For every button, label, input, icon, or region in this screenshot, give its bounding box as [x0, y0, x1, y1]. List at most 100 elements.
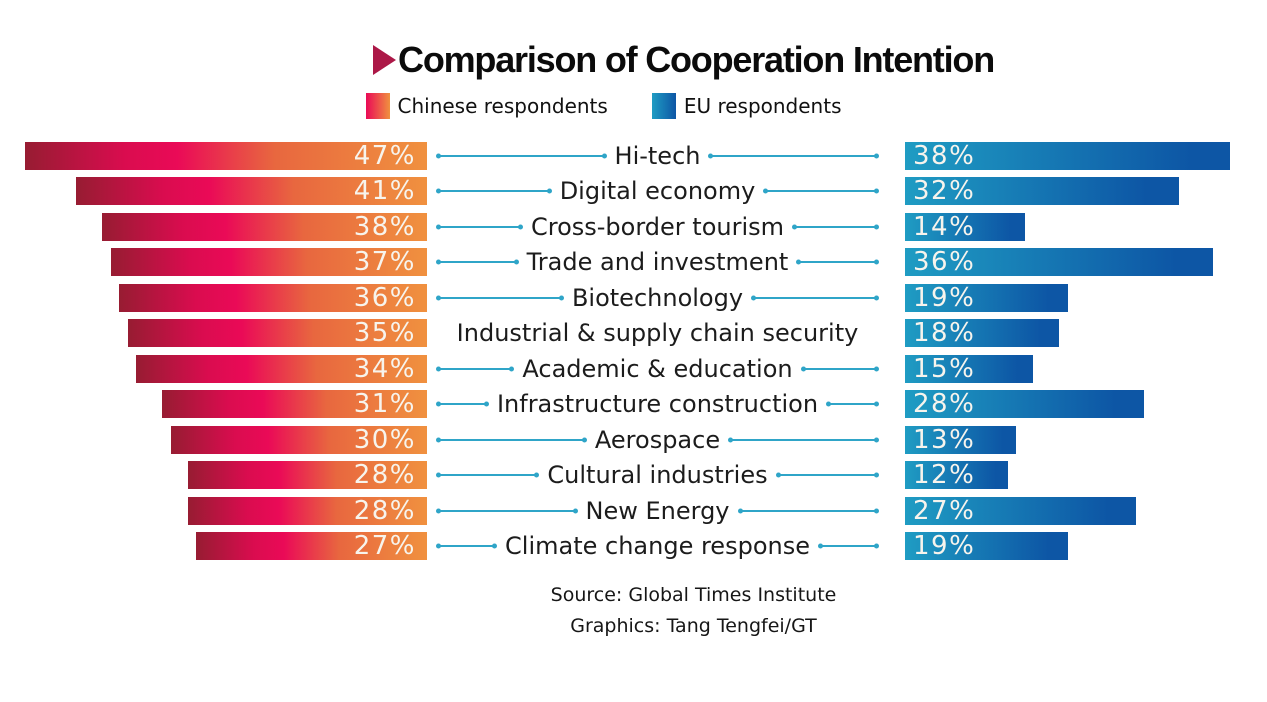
eu-bar-cell: 19%: [905, 280, 1267, 316]
category-label: Cultural industries: [547, 461, 768, 490]
bar-value-label: 41%: [353, 176, 416, 207]
chart-row: 27% Climate change response 19%: [0, 529, 1267, 565]
legend-label-eu: EU respondents: [683, 94, 842, 118]
chart-row: 35% Industrial & supply chain security 18%: [0, 316, 1267, 352]
chinese-bar-cell: 27%: [0, 529, 430, 565]
eu-bar-cell: 15%: [905, 351, 1267, 387]
leader-line-left: [437, 403, 488, 406]
bar-value-label: 36%: [913, 247, 976, 278]
source-credit: Source: Global Times Institute: [550, 584, 837, 606]
category-label: Infrastructure construction: [496, 390, 819, 419]
bar-value-label: 38%: [353, 211, 416, 242]
leader-line-left: [437, 367, 514, 370]
bar-eu-respondents: 38%: [905, 141, 1230, 170]
chinese-bar-cell: 28%: [0, 458, 430, 494]
infographic-canvas: Comparison of Cooperation Intention Chin…: [0, 39, 1267, 702]
eu-bar-cell: 36%: [905, 245, 1267, 281]
bar-eu-respondents: 27%: [905, 495, 1136, 526]
bar-eu-respondents: 19%: [905, 282, 1068, 313]
category-cell: Cross-border tourism: [430, 209, 905, 245]
bar-value-label: 12%: [913, 460, 976, 491]
title-row: Comparison of Cooperation Intention: [50, 39, 1267, 80]
leader-line-left: [437, 474, 539, 477]
legend-swatch-eu-icon: [651, 93, 676, 119]
bar-value-label: 36%: [353, 282, 416, 313]
bar-eu-respondents: 28%: [905, 390, 1145, 419]
category-cell: Aerospace: [430, 422, 905, 458]
chart-row: 31% Infrastructure construction 28%: [0, 387, 1267, 423]
chinese-bar-cell: 41%: [0, 174, 430, 210]
chinese-bar-cell: 47%: [0, 138, 430, 174]
bar-value-label: 28%: [353, 460, 416, 491]
bar-value-label: 27%: [353, 531, 416, 562]
bar-chinese-respondents: 31%: [161, 389, 427, 420]
bar-chinese-respondents: 47%: [25, 140, 427, 171]
bar-value-label: 31%: [353, 389, 416, 420]
category-cell: Academic & education: [430, 351, 905, 387]
chinese-bar-cell: 34%: [0, 351, 430, 387]
category-label: Biotechnology: [571, 283, 744, 312]
chart-title: Comparison of Cooperation Intention: [398, 39, 995, 80]
category-cell: Industrial & supply chain security: [430, 316, 905, 352]
leader-line-left: [437, 438, 586, 441]
chinese-bar-cell: 31%: [0, 387, 430, 423]
bar-value-label: 47%: [353, 140, 416, 171]
bar-value-label: 37%: [353, 247, 416, 278]
eu-bar-cell: 28%: [905, 387, 1267, 423]
footer-credits: Source: Global Times Institute Graphics:…: [60, 580, 1267, 642]
bar-chinese-respondents: 37%: [110, 247, 427, 278]
bar-eu-respondents: 15%: [905, 354, 1034, 383]
bar-chinese-respondents: 27%: [196, 531, 427, 562]
bar-chinese-respondents: 38%: [102, 211, 427, 242]
chinese-bar-cell: 35%: [0, 316, 430, 352]
eu-bar-cell: 32%: [905, 174, 1267, 210]
graphics-credit: Graphics: Tang Tengfei/GT: [570, 615, 817, 637]
category-cell: New Energy: [430, 493, 905, 529]
bar-chinese-respondents: 30%: [170, 425, 427, 454]
chinese-bar-cell: 28%: [0, 493, 430, 529]
leader-line-left: [437, 296, 563, 299]
bar-value-label: 27%: [913, 495, 976, 526]
eu-bar-cell: 19%: [905, 529, 1267, 565]
bar-chinese-respondents: 41%: [76, 176, 427, 207]
leader-line-right: [793, 225, 878, 228]
bar-chinese-respondents: 28%: [187, 496, 427, 525]
category-label: Aerospace: [594, 425, 721, 454]
bar-value-label: 19%: [913, 282, 976, 313]
category-cell: Biotechnology: [430, 280, 905, 316]
category-cell: Digital economy: [430, 174, 905, 210]
category-label: Industrial & supply chain security: [456, 319, 859, 348]
bar-chinese-respondents: 35%: [127, 318, 427, 349]
leader-line-right: [776, 474, 879, 477]
chart-row: 37% Trade and investment 36%: [0, 245, 1267, 281]
leader-line-right: [764, 190, 878, 193]
category-label: Cross-border tourism: [530, 212, 785, 241]
chart-row: 34% Academic & education 15%: [0, 351, 1267, 387]
bar-value-label: 13%: [913, 424, 976, 455]
legend-item-chinese-respondents: Chinese respondents: [365, 93, 608, 119]
bar-eu-respondents: 12%: [905, 460, 1008, 491]
bar-value-label: 34%: [353, 353, 416, 384]
leader-line-right: [752, 296, 878, 299]
category-label: Trade and investment: [526, 248, 789, 277]
leader-line-right: [818, 545, 879, 548]
category-cell: Trade and investment: [430, 245, 905, 281]
category-label: New Energy: [585, 496, 730, 525]
eu-bar-cell: 13%: [905, 422, 1267, 458]
bar-chinese-respondents: 28%: [187, 460, 427, 491]
category-label: Climate change response: [505, 532, 810, 561]
chart-row: 38% Cross-border tourism 14%: [0, 209, 1267, 245]
category-label: Digital economy: [559, 177, 756, 206]
category-label: Hi-tech: [614, 141, 701, 170]
chart-row: 30% Aerospace 13%: [0, 422, 1267, 458]
title-marker-triangle-icon: [373, 45, 397, 75]
legend-label-chinese: Chinese respondents: [397, 94, 608, 118]
bar-eu-respondents: 32%: [905, 177, 1179, 206]
category-label: Academic & education: [522, 354, 793, 383]
chart-row: 47% Hi-tech 38%: [0, 138, 1267, 174]
chart-row: 28% Cultural industries 12%: [0, 458, 1267, 494]
bar-eu-respondents: 18%: [905, 319, 1059, 348]
leader-line-right: [729, 438, 879, 441]
eu-bar-cell: 18%: [905, 316, 1267, 352]
bar-value-label: 35%: [353, 318, 416, 349]
